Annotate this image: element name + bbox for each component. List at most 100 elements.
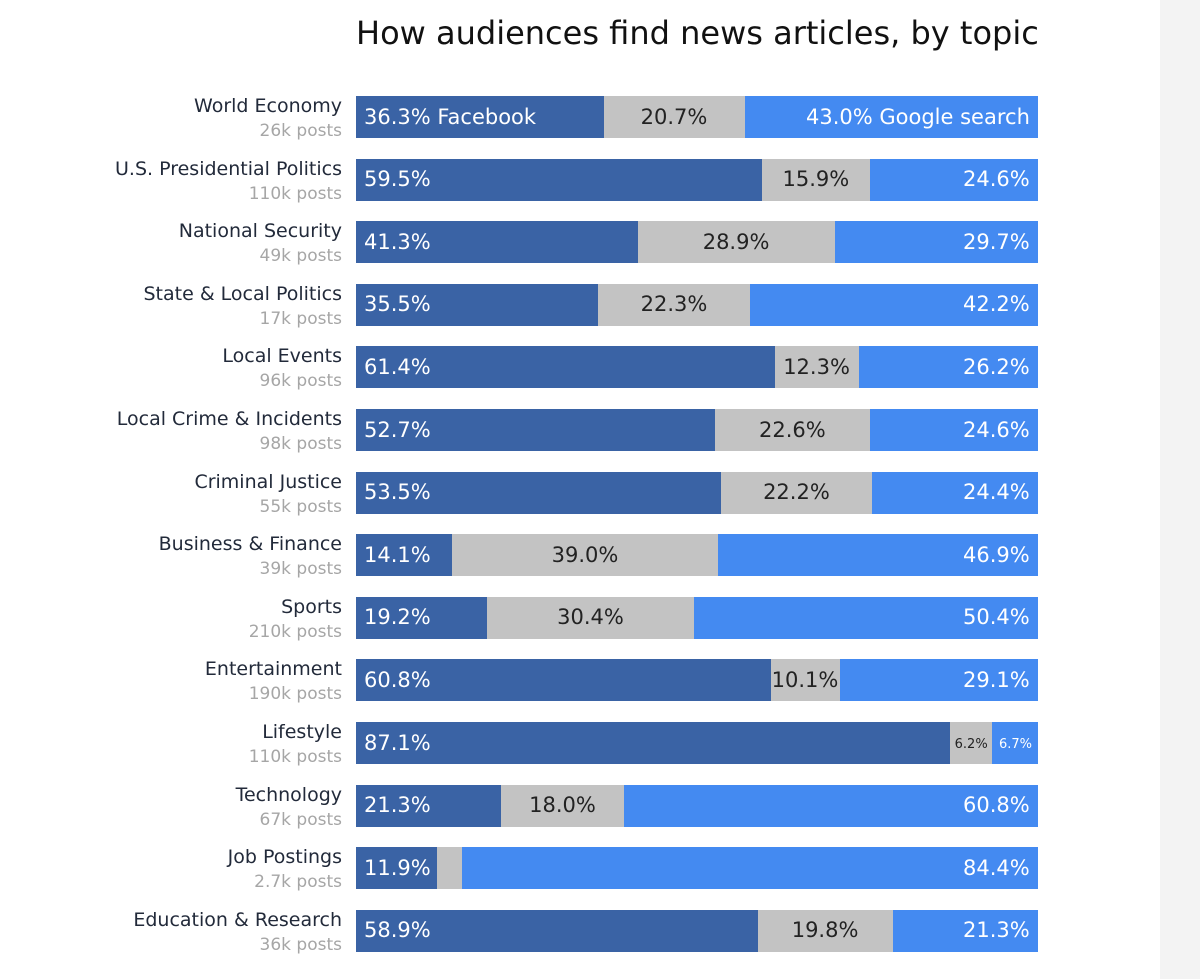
bar-facebook-world-economy	[356, 96, 604, 138]
bar-label-other-local-events: 12.3%	[783, 354, 850, 379]
bar-google-education-and-research	[892, 909, 1038, 952]
bar-google-business-and-finance	[718, 534, 1038, 577]
chart-title: How audiences find news articles, by top…	[356, 14, 1039, 52]
bar-google-criminal-justice	[872, 471, 1038, 514]
bar-label-facebook-education-and-research: 58.9%	[364, 918, 431, 943]
posts-label-lifestyle: 110k posts	[248, 747, 342, 767]
posts-label-technology: 67k posts	[259, 809, 342, 830]
category-label-u-s-presidential-politics: U.S. Presidential Politics	[115, 157, 342, 180]
bar-other-national-security	[637, 221, 835, 264]
bar-other-sports	[486, 596, 695, 639]
bar-other-education-and-research	[757, 909, 893, 952]
bar-google-local-crime-and-incidents	[869, 409, 1038, 451]
bar-label-other-criminal-justice: 22.2%	[763, 480, 830, 505]
bar-other-world-economy	[603, 96, 745, 138]
bar-label-google-local-crime-and-incidents: 24.6%	[963, 417, 1030, 442]
bar-facebook-national-security	[356, 221, 638, 264]
bar-google-technology	[624, 784, 1038, 827]
bar-label-other-sports: 30.4%	[557, 605, 624, 630]
bar-label-facebook-entertainment: 60.8%	[364, 667, 431, 692]
posts-label-world-economy: 26k posts	[259, 121, 342, 141]
posts-label-sports: 210k posts	[248, 621, 342, 642]
bar-facebook-sports	[356, 596, 487, 639]
bar-label-google-world-economy: 43.0% Google search	[806, 104, 1030, 129]
bar-other-local-crime-and-incidents	[715, 409, 870, 451]
bar-label-facebook-business-and-finance: 14.1%	[364, 542, 431, 567]
bar-label-other-u-s-presidential-politics: 15.9%	[782, 167, 850, 192]
bar-google-entertainment	[839, 659, 1038, 702]
bar-label-facebook-local-crime-and-incidents: 52.7%	[364, 417, 431, 442]
bar-label-google-entertainment: 29.1%	[963, 667, 1030, 692]
bar-other-job-postings	[437, 847, 463, 890]
bars-area: World Economy 26k posts 36.3% Facebook 20.7…	[115, 95, 1038, 955]
bar-label-google-sports: 50.4%	[963, 605, 1030, 630]
bar-label-google-u-s-presidential-politics: 24.6%	[963, 167, 1030, 192]
bar-label-facebook-job-postings: 11.9%	[364, 855, 431, 880]
bar-facebook-state-and-local-politics	[356, 283, 599, 326]
bar-google-lifestyle	[992, 722, 1038, 764]
bar-other-entertainment	[770, 659, 840, 702]
bar-label-facebook-u-s-presidential-politics: 59.5%	[364, 167, 431, 192]
category-label-lifestyle: Lifestyle	[262, 721, 342, 743]
bar-label-google-criminal-justice: 24.4%	[963, 480, 1030, 505]
bar-label-facebook-national-security: 41.3%	[364, 229, 431, 254]
bar-label-facebook-technology: 21.3%	[364, 793, 431, 818]
posts-label-local-crime-and-incidents: 98k posts	[259, 434, 342, 454]
category-label-sports: Sports	[281, 595, 342, 618]
bar-label-other-entertainment: 10.1%	[771, 667, 839, 692]
bar-google-state-and-local-politics	[750, 283, 1038, 326]
bar-facebook-job-postings	[356, 847, 438, 890]
bar-label-facebook-local-events: 61.4%	[364, 354, 431, 379]
bar-other-local-events	[774, 346, 859, 389]
bar-label-facebook-criminal-justice: 53.5%	[364, 480, 431, 505]
category-label-state-and-local-politics: State & Local Politics	[143, 282, 342, 305]
bar-facebook-criminal-justice	[356, 471, 721, 514]
bar-other-u-s-presidential-politics	[761, 158, 871, 201]
bar-facebook-education-and-research	[356, 909, 758, 952]
bar-facebook-entertainment	[356, 659, 771, 702]
bar-label-google-business-and-finance: 46.9%	[963, 542, 1030, 567]
bar-other-lifestyle	[950, 722, 993, 764]
bar-label-google-lifestyle: 6.7%	[999, 736, 1033, 752]
bar-label-other-lifestyle: 6.2%	[954, 736, 988, 752]
bar-label-other-world-economy: 20.7%	[640, 104, 708, 129]
posts-label-local-events: 96k posts	[259, 371, 342, 392]
posts-label-state-and-local-politics: 17k posts	[259, 308, 342, 329]
posts-label-criminal-justice: 55k posts	[259, 496, 342, 517]
bar-google-u-s-presidential-politics	[870, 158, 1038, 201]
bar-other-criminal-justice	[720, 471, 873, 514]
bar-label-other-technology: 18.0%	[529, 793, 596, 818]
bar-label-other-education-and-research: 19.8%	[791, 918, 859, 943]
bar-facebook-u-s-presidential-politics	[356, 158, 762, 201]
chart: How audiences find news articles, by top…	[0, 0, 1160, 979]
bar-label-other-state-and-local-politics: 22.3%	[640, 292, 708, 317]
posts-label-education-and-research: 36k posts	[259, 934, 342, 955]
bar-facebook-technology	[356, 784, 502, 827]
bar-label-google-state-and-local-politics: 42.2%	[963, 292, 1030, 317]
bar-label-google-education-and-research: 21.3%	[963, 918, 1030, 943]
bar-other-business-and-finance	[452, 534, 719, 577]
bar-google-sports	[694, 596, 1038, 639]
category-label-education-and-research: Education & Research	[133, 908, 342, 931]
bar-label-other-national-security: 28.9%	[702, 229, 770, 254]
bar-other-technology	[501, 784, 625, 827]
bar-label-google-national-security: 29.7%	[963, 229, 1030, 254]
posts-label-national-security: 49k posts	[259, 246, 342, 267]
category-label-criminal-justice: Criminal Justice	[194, 470, 342, 493]
posts-label-u-s-presidential-politics: 110k posts	[248, 183, 342, 204]
bar-facebook-local-crime-and-incidents	[356, 409, 716, 451]
category-label-business-and-finance: Business & Finance	[158, 533, 342, 556]
category-label-job-postings: Job Postings	[227, 846, 342, 869]
bar-facebook-lifestyle	[356, 722, 951, 764]
bar-facebook-local-events	[356, 346, 775, 389]
bar-google-local-events	[858, 346, 1038, 389]
category-label-technology: Technology	[235, 783, 342, 806]
category-label-local-crime-and-incidents: Local Crime & Incidents	[116, 408, 342, 430]
category-label-national-security: National Security	[178, 220, 342, 243]
category-label-local-events: Local Events	[222, 345, 342, 368]
bar-google-national-security	[834, 221, 1038, 264]
bar-label-other-local-crime-and-incidents: 22.6%	[758, 417, 826, 442]
bar-label-google-local-events: 26.2%	[963, 354, 1030, 379]
bar-label-google-job-postings: 84.4%	[963, 855, 1030, 880]
posts-label-business-and-finance: 39k posts	[259, 559, 342, 580]
